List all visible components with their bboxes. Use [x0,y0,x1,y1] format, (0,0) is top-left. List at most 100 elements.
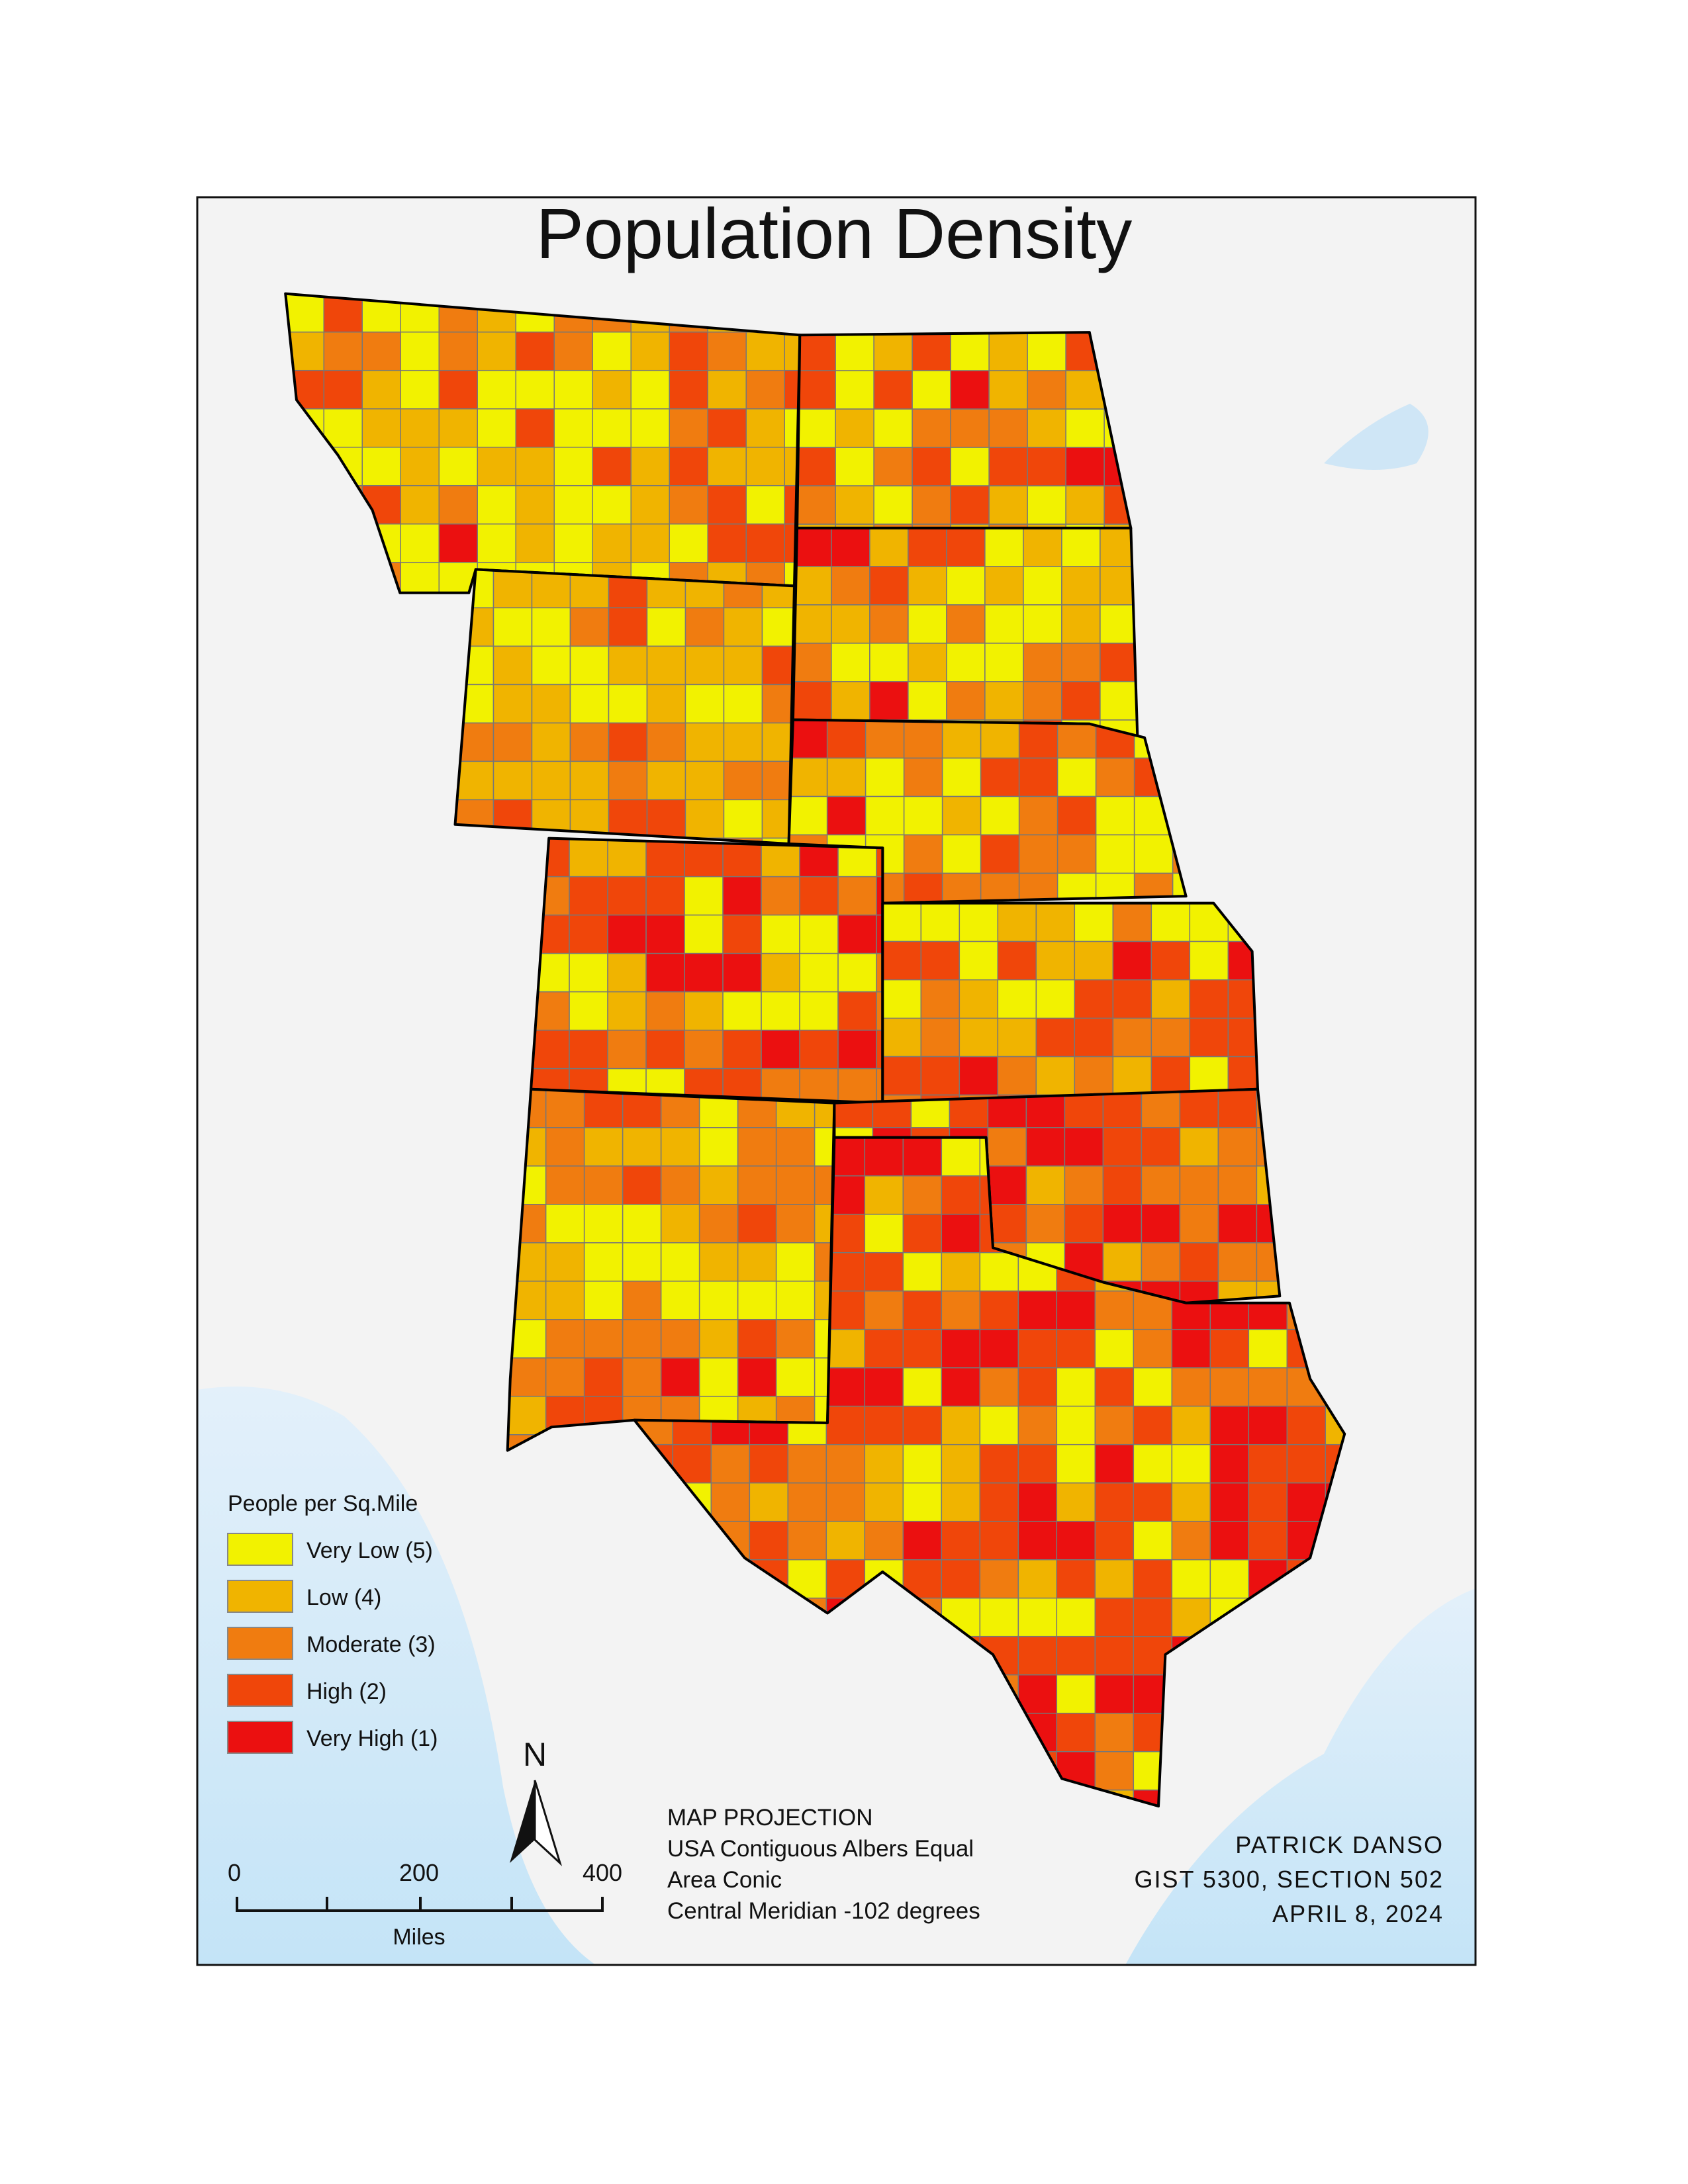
county [1248,1482,1288,1522]
county [660,1242,700,1282]
county [698,1281,739,1320]
county [1179,1242,1219,1282]
county [515,408,555,448]
county [941,1213,981,1253]
county [477,523,516,563]
colorado [531,838,883,1103]
county [492,722,533,762]
county [646,722,686,762]
county [873,370,913,410]
county [1027,447,1066,486]
north-dakota [797,332,1131,528]
county [903,757,943,797]
county [903,872,943,903]
county [1141,1165,1181,1205]
county [608,799,648,839]
county [745,408,785,448]
county [792,643,832,682]
county [492,684,533,724]
county [545,1165,585,1205]
county [761,914,800,954]
county [1056,1443,1096,1484]
county [569,991,608,1031]
county [1018,834,1058,874]
county [707,369,747,410]
county [455,760,494,801]
county [438,331,478,371]
county [569,952,608,993]
county [553,523,593,563]
county [531,1029,570,1069]
county [531,722,571,762]
county [531,645,571,686]
county [569,722,610,762]
county [788,757,828,797]
county [882,940,922,981]
county [646,645,686,686]
county [864,1213,904,1253]
county [997,940,1037,981]
county [959,979,999,1019]
county [607,1029,647,1069]
county [1017,1482,1058,1522]
county [902,1328,943,1369]
county [902,1520,943,1561]
county [1023,527,1062,567]
county [837,1029,877,1069]
county [438,523,478,563]
county [1150,1017,1191,1058]
county [1133,1520,1173,1561]
county [1112,903,1152,942]
county [826,719,867,759]
projection-line: MAP PROJECTION [667,1805,873,1831]
county [698,1357,739,1397]
county [737,1165,777,1205]
county [903,796,943,836]
county [1023,604,1062,644]
county [761,1029,800,1069]
county [553,369,593,410]
county [946,527,986,567]
county [710,1443,751,1484]
county [984,681,1024,721]
county [583,1281,624,1320]
county [1094,1674,1135,1714]
county [1018,719,1058,759]
county [722,876,762,916]
county [361,331,401,371]
county [1056,1712,1096,1752]
county [979,1482,1019,1522]
county [492,760,533,801]
county [583,1165,624,1205]
county [1064,1242,1104,1282]
county [912,408,951,448]
county [1056,1597,1096,1637]
county [984,566,1024,606]
county [997,1017,1037,1058]
county [607,838,647,878]
county [531,569,571,609]
county [825,1328,866,1369]
county [1056,834,1097,874]
county [1179,1165,1219,1205]
county [1056,1482,1096,1522]
county [545,1204,585,1244]
county [837,914,877,954]
county [1133,1559,1173,1599]
county [1025,1204,1066,1244]
county [723,645,763,686]
county [1171,1328,1211,1369]
county [979,1520,1019,1561]
county [1141,1204,1181,1244]
county [1017,1674,1058,1714]
county [1017,1597,1058,1637]
county [660,1165,700,1205]
county [761,876,800,916]
projection-line: Central Meridian -102 degrees [667,1898,980,1924]
county [761,645,794,686]
county [865,796,905,836]
county [608,722,648,762]
county [912,447,951,486]
county [545,1357,585,1397]
county [608,684,648,724]
